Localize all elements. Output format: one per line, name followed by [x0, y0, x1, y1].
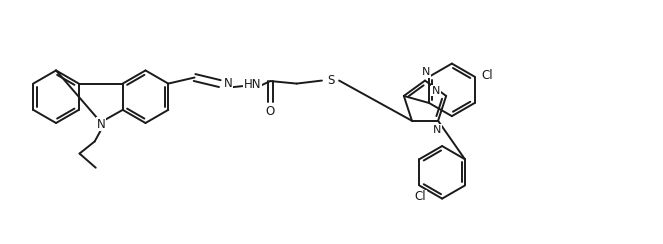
Text: N: N — [96, 118, 105, 131]
Text: N: N — [422, 67, 430, 77]
Text: N: N — [223, 77, 232, 90]
Text: N: N — [433, 125, 442, 135]
Text: Cl: Cl — [481, 69, 493, 82]
Text: O: O — [266, 105, 275, 118]
Text: HN: HN — [244, 78, 261, 91]
Text: N: N — [432, 86, 440, 96]
Text: Cl: Cl — [414, 190, 426, 203]
Text: S: S — [328, 73, 335, 87]
